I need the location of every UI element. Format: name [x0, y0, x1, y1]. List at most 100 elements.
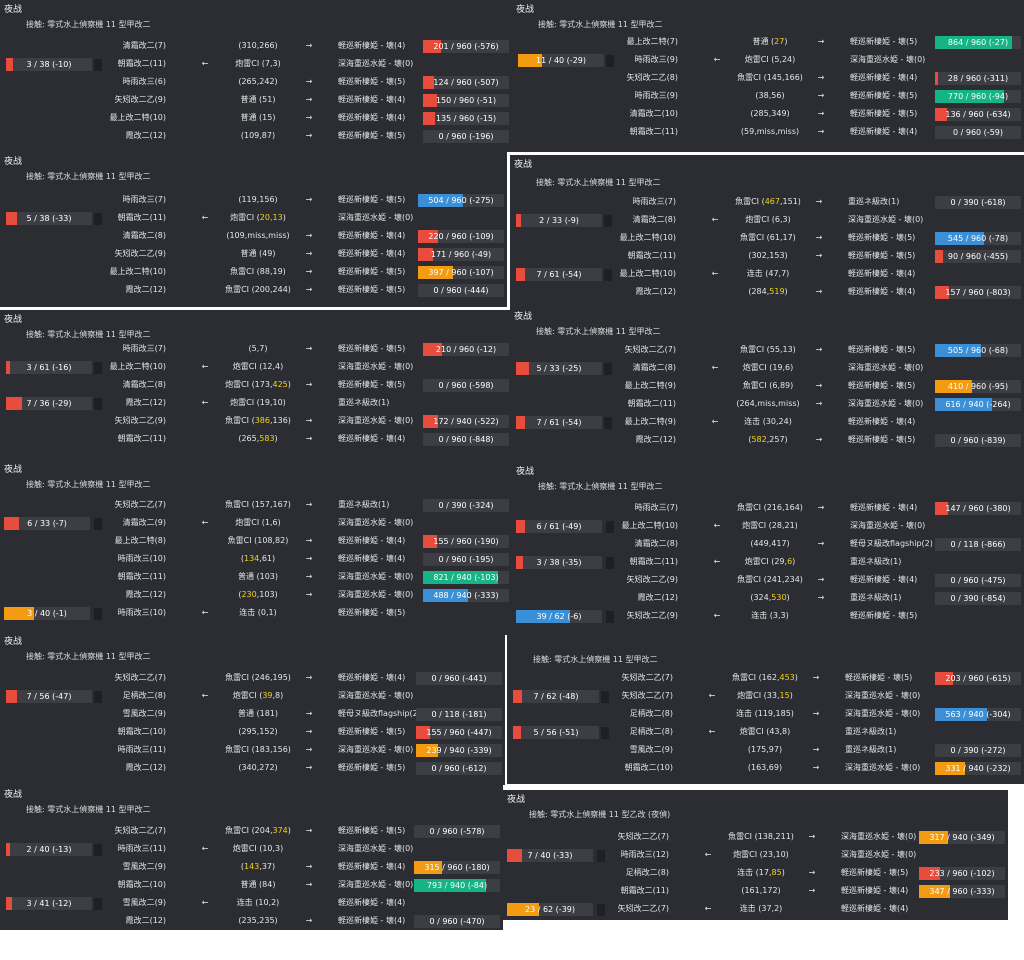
damage-highlight: 85 [771, 868, 782, 877]
hp-bar: 0 / 960 (-195) [423, 553, 509, 566]
hp-text: 2 / 33 (-9) [539, 216, 579, 225]
hp-bar-fill [507, 849, 523, 862]
damage-highlight: 15 [779, 691, 790, 700]
arrow-left-icon: ← [704, 850, 712, 859]
attack-text: 连击 (47,7) [746, 269, 790, 278]
hp-bar: 147 / 960 (-380) [935, 502, 1021, 515]
attacker-name: 最上改二特(8) [114, 536, 166, 545]
defender-name: 軽巡新棲姫 - 壊(4) [850, 127, 918, 136]
attack-info: 炮雷CI (23,10) [701, 850, 821, 860]
hp-text: 821 / 940 (-103) [433, 573, 499, 582]
defender-name: 重巡ネ級改(1) [845, 727, 897, 736]
hp-bar: 317 / 940 (-349) [919, 831, 1005, 844]
arrow-left-icon: ← [708, 691, 716, 700]
hp-bar: 210 / 960 (-12) [423, 343, 509, 356]
attack-row: 時雨改三(12) 炮雷CI (23,10) ← 深海重巡水姫 - 壊(0) 7 / 40… [503, 847, 1008, 865]
attack-row: 足柄改二(8) 连击 (119,185) → 深海重巡水姫 - 壊(0) 563 / 9… [507, 706, 1024, 724]
hp-bar: 0 / 960 (-598) [423, 379, 509, 392]
arrow-right-icon: → [812, 709, 820, 718]
arrow-left-icon: ← [713, 521, 721, 530]
attack-text: 炮雷CI (7,3) [235, 59, 281, 68]
hp-text: 331 / 940 (-232) [945, 764, 1011, 773]
attack-info: 连击 (10,2) [198, 898, 318, 908]
panel-title: 夜战 [514, 312, 533, 322]
attack-text: 魚雷CI (145,166) [737, 73, 803, 82]
attacker-name: 矢矧改二乙(9) [626, 575, 678, 584]
damage-highlight: 453 [779, 673, 795, 682]
hp-bar: 504 / 960 (-275) [418, 194, 504, 207]
attack-row: 朝霜改二(10) (295,152) → 軽巡新棲姫 - 壊(5) 155 / 960 … [0, 724, 505, 742]
arrow-right-icon: → [305, 745, 313, 754]
hp-text: 0 / 960 (-848) [438, 435, 494, 444]
hp-bar: 203 / 960 (-615) [935, 672, 1021, 685]
hp-text: 488 / 940 (-333) [433, 591, 499, 600]
defender-name: 深海重巡水姫 - 壊(0) [338, 745, 414, 754]
attack-row: 時雨改三(6) (265,242) → 軽巡新棲姫 - 壊(5) 124 / 960 (… [0, 74, 512, 92]
battle-panel: 夜战 接触: 零式水上偵察機 11 型甲改二 矢矧改二乙(7) 魚雷CI (204,3… [0, 785, 503, 930]
attack-row: 霞改二(12) (109,87) → 軽巡新棲姫 - 壊(5) 0 / 960 (-19… [0, 128, 512, 146]
arrow-left-icon: ← [201, 844, 209, 853]
arrow-right-icon: → [808, 886, 816, 895]
battle-panel: 夜战 接触: 零式水上偵察機 11 型甲改二 時雨改三(7) 魚雷CI (467,15… [510, 155, 1024, 310]
arrow-right-icon: → [815, 435, 823, 444]
attack-text: ,37) [259, 862, 276, 871]
attack-row: 清霜改二(7) (310,266) → 軽巡新棲姫 - 壊(4) 201 / 960 (… [0, 38, 512, 56]
hp-text: 864 / 960 (-27) [947, 38, 1009, 47]
attack-row: 霞改二(12) (235,235) → 軽巡新棲姫 - 壊(4) 0 / 960 (-4… [0, 913, 503, 930]
defender-name: 軽巡新棲姫 - 壊(5) [848, 381, 916, 390]
arrow-right-icon: → [305, 554, 313, 563]
attacker-name: 朝霜改二(10) [624, 763, 673, 772]
attacker-name: 最上改二特(10) [621, 521, 678, 530]
attack-text: 魚雷CI (204, [225, 826, 273, 835]
defender-name: 軽巡新棲姫 - 壊(4) [338, 95, 406, 104]
damage-highlight: 582 [751, 435, 767, 444]
defender-name: 重巡ネ級改(1) [850, 557, 902, 566]
attack-info: 普通 (49) [198, 249, 318, 259]
defender-name: 軽巡新棲姫 - 壊(5) [848, 435, 916, 444]
attack-row: 朝霜改二(11) (59,miss,miss) → 軽巡新棲姫 - 壊(4) 0 / 9… [512, 124, 1024, 142]
attack-row: 霞改二(12) (284,519) → 軽巡新棲姫 - 壊(4) 157 / 960 (… [510, 284, 1024, 302]
attack-text: ) [282, 213, 286, 222]
arrow-right-icon: → [305, 416, 313, 425]
attack-info: (324,530) [710, 593, 830, 603]
attack-info: 炮雷CI (6,3) [708, 215, 828, 225]
attack-text: (310,266) [238, 41, 278, 50]
hp-bar: 2 / 40 (-13) [6, 843, 92, 856]
hp-bar: 3 / 38 (-10) [6, 58, 92, 71]
attack-info: 魚雷CI (467,151) [708, 197, 828, 207]
attack-text: ,61) [259, 554, 276, 563]
hp-bar: 0 / 960 (-444) [418, 284, 504, 297]
defender-name: 深海重巡水姫 - 壊(0) [338, 213, 414, 222]
attack-text: ( [238, 590, 242, 599]
attack-row: 清霜改二(8) 炮雷CI (173,425) → 軽巡新棲姫 - 壊(5) 0 / 96… [0, 377, 512, 395]
attack-text: (161,172) [741, 886, 781, 895]
hp-text: 150 / 960 (-51) [435, 96, 497, 105]
hp-text: 3 / 61 (-16) [26, 363, 72, 372]
defender-name: 軽巡新棲姫 - 壊(4) [841, 886, 909, 895]
attack-row: 雪風改二(9) (175,97) → 重巡ネ級改(1) 0 / 390 (-272) [507, 742, 1024, 760]
attacker-name: 矢矧改二乙(8) [626, 73, 678, 82]
hp-bar-end [604, 363, 612, 375]
attack-text: 魚雷CI (183,156) [225, 745, 291, 754]
attack-row: 清霜改二(8) (449,417) → 軽母ヌ級改flagship(2) 0 / 118… [512, 536, 1024, 554]
attack-text: (265, [238, 434, 260, 443]
arrow-right-icon: → [305, 344, 313, 353]
attack-info: 普通 (84) [198, 880, 318, 890]
arrow-left-icon: ← [713, 611, 721, 620]
hp-bar-fill [423, 112, 436, 125]
hp-text: 201 / 960 (-576) [433, 42, 499, 51]
hp-bar: 155 / 960 (-447) [416, 726, 502, 739]
attack-text: (59,miss,miss) [740, 127, 800, 136]
attacker-name: 最上改二特(10) [109, 362, 166, 371]
defender-name: 軽巡新棲姫 - 壊(5) [338, 267, 406, 276]
hp-bar: 0 / 960 (-441) [416, 672, 502, 685]
hp-bar-fill [423, 535, 437, 548]
hp-bar: 6 / 33 (-7) [4, 517, 90, 530]
attack-text: 连击 (30,24) [744, 417, 792, 426]
attack-text: ) [792, 557, 796, 566]
battle-panel: 夜战 接触: 零式水上偵察機 11 型甲改二 矢矧改二乙(7) 魚雷CI (246,1… [0, 632, 505, 785]
attack-text: 魚雷CI (55,13) [740, 345, 796, 354]
hp-bar: 770 / 960 (-94) [935, 90, 1021, 103]
attacker-name: 矢矧改二乙(7) [617, 832, 669, 841]
defender-name: 軽母ヌ級改flagship(2) [850, 539, 933, 548]
